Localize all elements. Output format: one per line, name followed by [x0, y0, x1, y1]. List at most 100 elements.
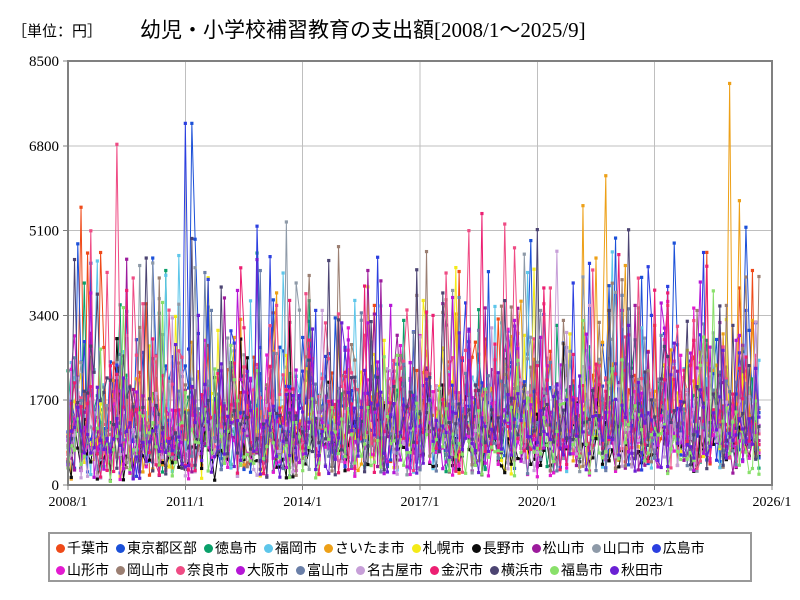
series-marker [594, 423, 598, 427]
legend-label: 徳島市 [215, 540, 257, 556]
legend-label: 富山市 [307, 562, 349, 578]
legend-item-広島市[interactable]: 広島市 [651, 541, 705, 555]
series-marker [692, 468, 696, 472]
series-marker [574, 452, 579, 456]
series-marker [516, 412, 520, 417]
series-marker [555, 383, 559, 387]
series-marker [630, 415, 634, 419]
series-marker [692, 445, 696, 449]
series-marker [460, 470, 464, 474]
series-marker [516, 346, 520, 351]
series-marker [457, 471, 461, 475]
series-marker [421, 371, 425, 375]
series-marker [297, 406, 302, 410]
series-marker [600, 462, 605, 466]
series-marker [134, 353, 139, 357]
series-marker [640, 453, 644, 458]
series-marker [503, 299, 507, 303]
series-marker [688, 381, 693, 385]
series-marker [447, 468, 451, 472]
series-marker [610, 441, 614, 445]
legend-item-東京都区部[interactable]: 東京都区部 [116, 541, 197, 555]
series-marker [268, 364, 272, 368]
series-marker [552, 411, 556, 415]
series-marker [525, 446, 530, 450]
legend-item-千葉市[interactable]: 千葉市 [56, 541, 109, 555]
series-marker [121, 447, 126, 451]
series-marker [118, 456, 122, 461]
series-marker [85, 474, 90, 478]
series-marker [630, 456, 634, 461]
series-marker [72, 376, 77, 380]
series-marker [574, 463, 579, 468]
series-marker [607, 435, 611, 439]
series-marker [607, 381, 611, 385]
legend-item-奈良市[interactable]: 奈良市 [176, 563, 229, 577]
legend-item-山形市[interactable]: 山形市 [56, 563, 109, 577]
legend-item-松山市[interactable]: 松山市 [531, 541, 585, 555]
series-marker [362, 411, 367, 415]
series-marker [255, 403, 259, 408]
legend-marker-icon [116, 543, 125, 553]
series-marker [180, 421, 184, 425]
series-marker [424, 410, 429, 415]
series-marker [447, 389, 451, 393]
series-marker [757, 472, 761, 476]
series-marker [271, 441, 275, 445]
series-marker [353, 424, 357, 428]
series-marker [535, 440, 539, 444]
legend-item-徳島市[interactable]: 徳島市 [204, 541, 257, 555]
legend-item-富山市[interactable]: 富山市 [296, 563, 349, 577]
series-marker [398, 353, 403, 358]
legend-item-福岡市[interactable]: 福岡市 [264, 541, 317, 555]
series-marker [193, 440, 197, 444]
legend-item-名古屋市[interactable]: 名古屋市 [356, 563, 423, 577]
series-marker [186, 446, 191, 450]
series-marker [565, 373, 569, 377]
series-marker [561, 453, 566, 457]
series-marker [516, 358, 520, 362]
series-marker [288, 437, 292, 441]
series-marker [477, 438, 481, 442]
legend-item-福島市[interactable]: 福島市 [550, 563, 603, 577]
series-marker [731, 392, 735, 396]
legend-item-山口市[interactable]: 山口市 [591, 541, 645, 555]
series-marker [591, 430, 595, 434]
series-marker [229, 360, 233, 365]
legend-item-岡山市[interactable]: 岡山市 [116, 563, 169, 577]
series-marker [346, 430, 350, 434]
legend-item-横浜市[interactable]: 横浜市 [490, 563, 543, 577]
series-marker [118, 389, 122, 393]
legend-item-さいたま市[interactable]: さいたま市 [324, 541, 405, 555]
series-marker [167, 465, 171, 469]
series-marker [552, 425, 556, 430]
series-marker [112, 433, 116, 438]
series-marker [525, 396, 530, 400]
legend-marker-icon [236, 565, 245, 575]
series-marker [705, 338, 709, 342]
legend-item-札幌市[interactable]: 札幌市 [411, 541, 465, 555]
series-marker [125, 333, 129, 338]
series-marker [131, 477, 135, 481]
series-marker [323, 394, 328, 398]
series-marker [571, 459, 575, 463]
series-marker [450, 432, 455, 436]
legend-item-長野市[interactable]: 長野市 [471, 541, 525, 555]
legend-item-金沢市[interactable]: 金沢市 [430, 563, 483, 577]
legend-item-大阪市[interactable]: 大阪市 [236, 563, 289, 577]
series-marker [711, 428, 715, 432]
series-marker [411, 444, 416, 448]
series-marker [532, 390, 536, 394]
series-marker [278, 460, 282, 464]
series-marker [747, 328, 751, 332]
series-marker [428, 372, 432, 376]
series-marker [239, 415, 243, 419]
series-marker [561, 438, 566, 442]
series-marker [366, 378, 370, 382]
series-marker [304, 462, 308, 466]
series-marker [519, 378, 523, 382]
series-marker [418, 424, 422, 428]
series-marker [519, 425, 523, 430]
legend-item-秋田市[interactable]: 秋田市 [610, 563, 663, 577]
series-marker [613, 397, 618, 401]
